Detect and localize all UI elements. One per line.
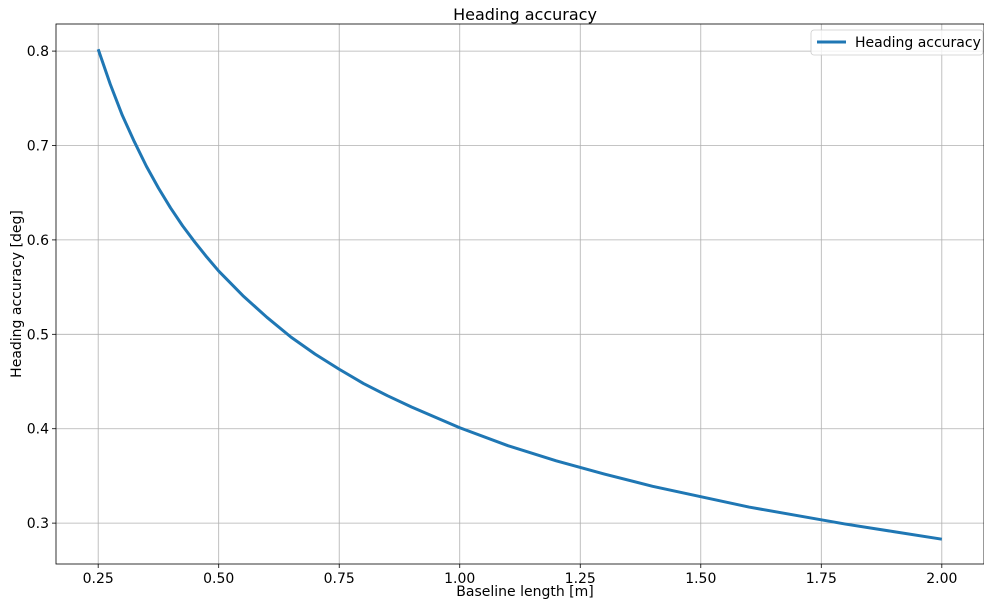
y-tick-label: 0.7 (27, 139, 49, 155)
x-tick-label: 1.50 (685, 571, 716, 587)
x-tick-label: 1.75 (806, 571, 837, 587)
x-axis-label: Baseline length [m] (456, 584, 593, 600)
x-tick-label: 1.25 (565, 571, 596, 587)
y-tick-label: 0.6 (27, 233, 49, 249)
y-axis-label: Heading accuracy [deg] (9, 210, 25, 378)
legend-box (810, 29, 984, 56)
x-tick-label: 0.25 (83, 571, 114, 587)
x-tick-label: 1.00 (444, 571, 475, 587)
plot-frame (55, 23, 984, 565)
x-tick-label: 0.50 (203, 571, 234, 587)
ticks: 0.25 0.50 0.75 1.00 1.25 1.50 1.75 2.00 0.3 0.4 0.… (27, 44, 958, 587)
x-tick-label: 2.00 (926, 571, 957, 587)
y-tick-label: 0.4 (27, 422, 49, 438)
legend-label-heading-accuracy: Heading accuracy (855, 35, 981, 51)
legend: Heading accuracy (810, 29, 984, 56)
y-tick-label: 0.8 (27, 44, 49, 60)
series-layer (96, 48, 943, 541)
series-line-heading-accuracy (96, 48, 943, 541)
y-tick-label: 0.5 (27, 327, 49, 343)
y-tick-label: 0.3 (27, 516, 49, 532)
chart-title: Heading accuracy (453, 5, 597, 24)
grid (56, 24, 984, 564)
x-tick-label: 0.75 (324, 571, 355, 587)
